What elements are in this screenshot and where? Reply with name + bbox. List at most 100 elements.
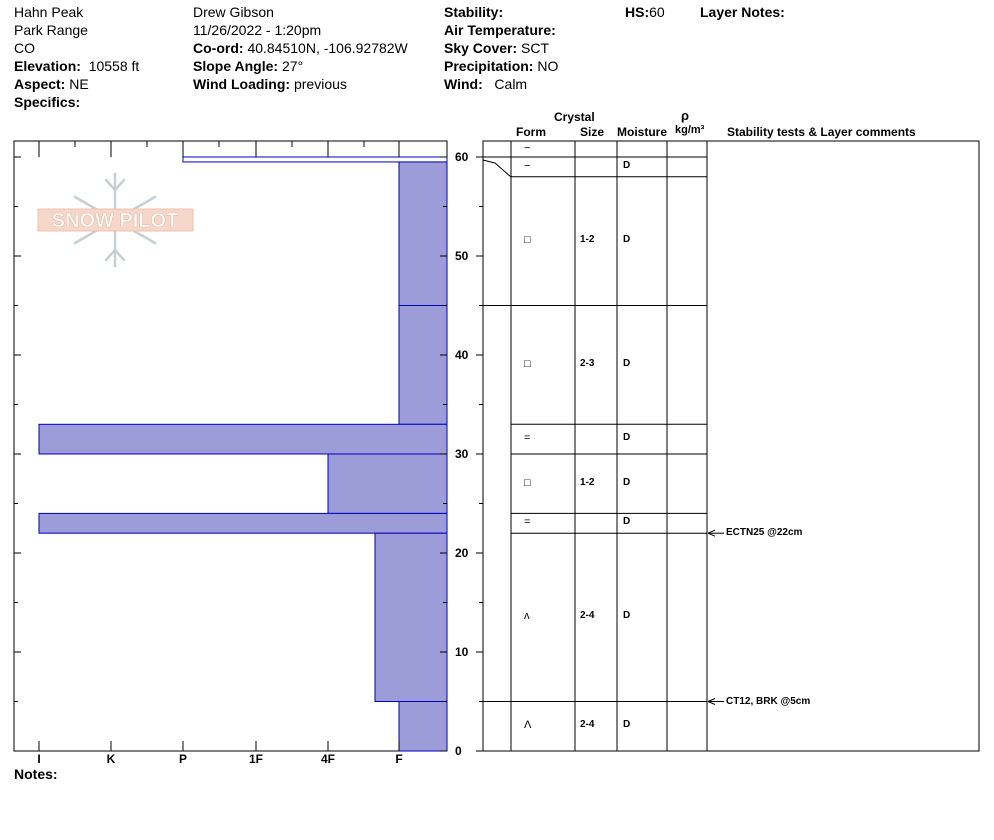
stability-label: Stability: — [444, 4, 504, 20]
hardness-label-4F: 4F — [320, 752, 335, 766]
crystal-size-7: 2-4 — [580, 610, 595, 622]
size-header: Size — [580, 125, 605, 139]
hardness-bars — [38, 156, 448, 752]
precip-field: Precipitation: NO — [444, 57, 558, 75]
moisture-1: D — [623, 159, 631, 171]
hardness-label-K: K — [106, 752, 116, 766]
datetime-value: 11/26/2022 - 1:20pm — [193, 22, 322, 38]
specifics-label: Specifics: — [14, 94, 81, 110]
crystal-form-8: Λ — [524, 719, 532, 732]
wind-loading-label: Wind Loading: — [193, 76, 291, 92]
layer-connector — [482, 159, 512, 178]
sky-cover-field: Sky Cover: SCT — [444, 39, 549, 57]
moisture-header: Moisture — [617, 125, 668, 139]
crystal-form-4: = — [524, 432, 531, 445]
hardness-label-P: P — [178, 752, 187, 766]
aspect-label: Aspect: — [14, 76, 66, 92]
sky-cover-value: SCT — [521, 40, 550, 56]
state-name: CO — [14, 40, 35, 56]
moisture-2: D — [623, 234, 631, 246]
slope-value: 27° — [281, 58, 304, 74]
crystal-size-3: 2-3 — [580, 357, 595, 369]
comment-arrow-head-0 — [707, 529, 716, 537]
snowpilot-logo: SNOW PILOT — [37, 172, 194, 268]
notes-label: Notes: — [14, 766, 58, 782]
slope-field: Slope Angle: 27° — [193, 57, 303, 75]
wind-value: Calm — [494, 76, 528, 92]
sky-cover-label: Sky Cover: — [444, 40, 518, 56]
hs-value: 60 — [649, 4, 665, 20]
comment-arrow-head-1 — [707, 698, 716, 705]
depth-label-50: 50 — [455, 249, 469, 263]
hardness-label-F: F — [395, 752, 403, 766]
crystal-size-8: 2-4 — [580, 719, 595, 731]
layer-table-lines — [482, 141, 708, 751]
hardness-bar-4 — [327, 453, 448, 514]
elevation-label: Elevation: — [14, 58, 81, 74]
crystal-size-5: 1-2 — [580, 476, 595, 488]
wind-label: Wind: — [444, 76, 483, 92]
crystal-form-2: □ — [524, 234, 531, 247]
hardness-bar-5 — [38, 512, 448, 534]
crystal-size-2: 1-2 — [580, 234, 595, 246]
precip-value: NO — [537, 58, 559, 74]
air-temp-label: Air Temperature: — [444, 22, 556, 38]
crystal-form-7: ʌ — [524, 610, 530, 623]
depth-label-20: 20 — [455, 546, 469, 560]
depth-label-30: 30 — [455, 447, 469, 461]
layer-comment-1: CT12, BRK @5cm — [726, 695, 811, 707]
crystal-form-5: □ — [524, 476, 531, 489]
hardness-label-1F: 1F — [248, 752, 263, 766]
density-unit-header: kg/m³ — [675, 124, 705, 136]
depth-label-0: 0 — [455, 744, 462, 758]
moisture-8: D — [623, 719, 631, 731]
depth-ticks — [14, 156, 483, 752]
aspect-value: NE — [69, 76, 89, 92]
rho-header: ρ — [681, 108, 690, 123]
depth-label-10: 10 — [455, 645, 469, 659]
coord-field: Co-ord: 40.84510N, -106.92782W — [193, 39, 408, 57]
hardness-bar-6 — [374, 532, 448, 703]
crystal-form-1: − — [524, 159, 531, 172]
crystal-form-3: □ — [524, 357, 531, 370]
crystal-form-6: = — [524, 516, 531, 529]
aspect-field: Aspect: NE — [14, 75, 89, 93]
coord-label: Co-ord: — [193, 40, 244, 56]
range-name: Park Range — [14, 22, 88, 38]
wind-loading-value: previous — [293, 76, 347, 92]
coord-value: 40.84510N, -106.92782W — [247, 40, 408, 56]
observer-name: Drew Gibson — [193, 4, 274, 20]
moisture-4: D — [623, 432, 631, 444]
hardness-bar-1 — [398, 161, 448, 306]
layer-comment-0: ECTN25 @22cm — [726, 527, 803, 539]
layer-notes-label: Layer Notes: — [700, 4, 785, 20]
hardness-ticks — [38, 141, 400, 751]
precip-label: Precipitation: — [444, 58, 534, 74]
moisture-3: D — [623, 357, 631, 369]
layer-table-frame — [482, 140, 980, 752]
form-header: Form — [516, 125, 546, 139]
moisture-5: D — [623, 476, 631, 488]
moisture-6: D — [623, 516, 631, 528]
wind-loading-field: Wind Loading: previous — [193, 75, 347, 93]
comment-arrows — [707, 529, 724, 705]
hs-label: HS: — [625, 4, 650, 20]
depth-label-60: 60 — [455, 150, 469, 164]
moisture-7: D — [623, 610, 631, 622]
elevation-field: Elevation: 10558 ft — [14, 57, 139, 75]
hardness-label-I: I — [37, 752, 41, 766]
logo-text: SNOW PILOT — [52, 210, 179, 232]
crystal-form-0: − — [524, 142, 531, 154]
hardness-bar-2 — [398, 305, 448, 425]
comments-header: Stability tests & Layer comments — [727, 125, 916, 139]
crystal-header: Crystal — [554, 110, 595, 124]
elevation-value: 10558 ft — [88, 58, 140, 74]
depth-label-40: 40 — [455, 348, 469, 362]
hardness-bar-0 — [182, 156, 448, 163]
hardness-bar-3 — [38, 423, 448, 455]
location-name: Hahn Peak — [14, 4, 84, 20]
hs-field: HS:60 — [625, 3, 665, 21]
slope-label: Slope Angle: — [193, 58, 279, 74]
wind-field: Wind: Calm — [444, 75, 527, 93]
